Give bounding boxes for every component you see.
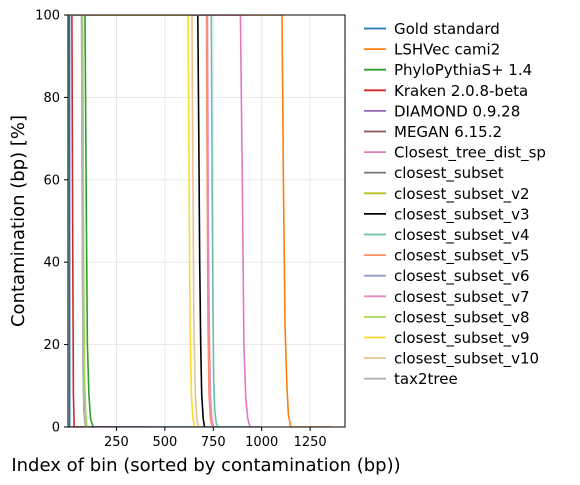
x-tick-label: 1000 <box>245 435 278 450</box>
series-line-14 <box>68 15 88 427</box>
legend-label: closest_subset_v4 <box>394 226 530 245</box>
y-tick-label: 80 <box>43 91 60 106</box>
series-line-13 <box>68 15 215 427</box>
y-tick-label: 60 <box>43 173 60 188</box>
legend-label: closest_subset <box>394 164 504 183</box>
legend-label: tax2tree <box>394 370 458 388</box>
series-line-11 <box>68 15 214 427</box>
legend-label: LSHVec cami2 <box>394 41 500 59</box>
legend-label: closest_subset_v6 <box>394 267 530 286</box>
legend-label: closest_subset_v7 <box>394 288 530 307</box>
series-line-1 <box>68 15 333 427</box>
plot-frame <box>67 14 346 428</box>
x-axis-label: Index of bin (sorted by contamination (b… <box>11 455 400 476</box>
y-tick-label: 100 <box>35 9 60 24</box>
axis-ticks: 250 500 750 1000 1250 0 20 40 60 80 100 <box>35 9 327 451</box>
legend-label: closest_subset_v5 <box>394 247 530 266</box>
legend-label: closest_subset_v2 <box>394 185 530 204</box>
series-line-10 <box>68 15 219 427</box>
x-tick-label: 750 <box>201 435 226 450</box>
series-line-0 <box>68 15 262 427</box>
plot-lines <box>68 15 333 427</box>
legend-label: closest_subset_v9 <box>394 329 530 348</box>
y-tick-label: 40 <box>43 256 60 271</box>
series-line-9 <box>68 15 206 427</box>
legend-label: DIAMOND 0.9.28 <box>394 102 520 120</box>
legend-label: closest_subset_v10 <box>394 350 539 369</box>
series-line-15 <box>68 15 196 427</box>
series-line-17 <box>68 15 87 427</box>
legend-label: Closest_tree_dist_sp <box>394 144 546 163</box>
series-line-16 <box>68 15 200 427</box>
legend-label: Gold standard <box>394 20 500 38</box>
series-line-6 <box>68 15 262 427</box>
legend-label: closest_subset_v3 <box>394 205 530 224</box>
y-tick-label: 20 <box>43 338 60 353</box>
x-tick-label: 1250 <box>294 435 327 450</box>
x-tick-label: 250 <box>104 435 129 450</box>
legend-label: MEGAN 6.15.2 <box>394 123 502 141</box>
x-tick-label: 500 <box>152 435 177 450</box>
series-line-4 <box>68 15 150 427</box>
y-tick-label: 0 <box>52 421 60 436</box>
legend: Gold standard LSHVec cami2 PhyloPythiaS+ 1… <box>364 20 546 388</box>
legend-label: Kraken 2.0.8-beta <box>394 82 528 100</box>
series-line-2 <box>68 15 94 427</box>
legend-label: closest_subset_v8 <box>394 308 530 327</box>
series-line-3 <box>68 15 109 427</box>
y-axis-label: Contamination (bp) [%] <box>8 115 29 327</box>
legend-label: PhyloPythiaS+ 1.4 <box>394 61 532 79</box>
